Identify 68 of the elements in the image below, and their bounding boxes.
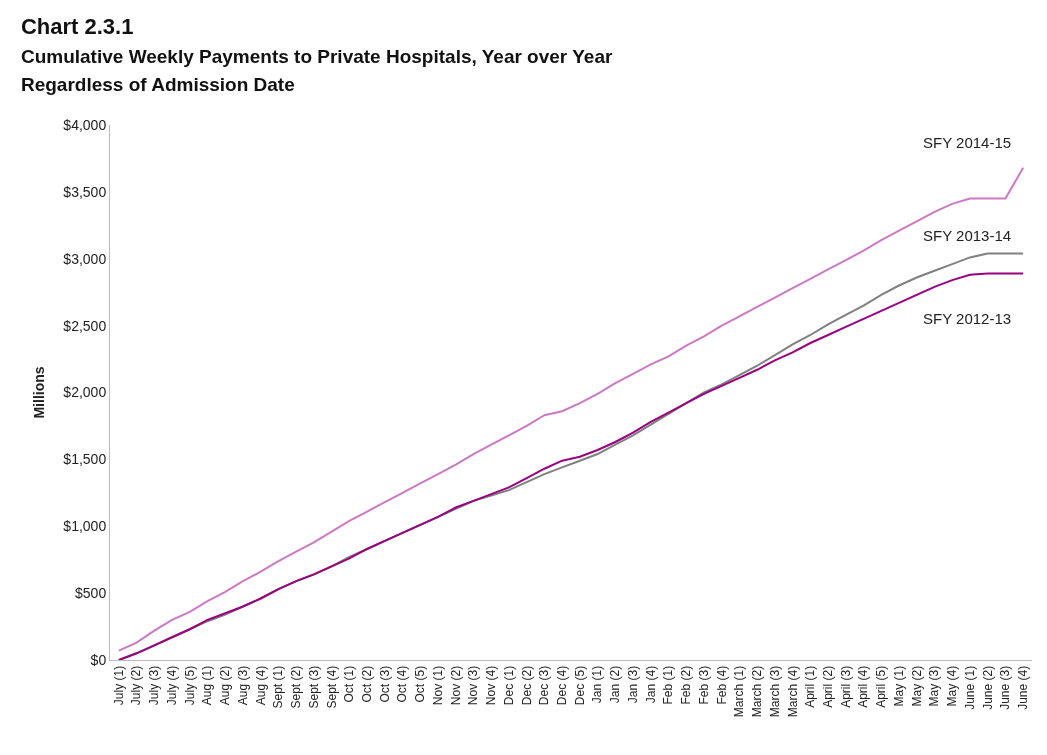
chart-title: Chart 2.3.1 (20, 13, 134, 39)
y-tick-label: $1,000 (63, 518, 107, 535)
x-tick-label: Dec (5) (572, 665, 587, 706)
y-tick-label: $3,000 (63, 250, 107, 267)
x-tick-label: Dec (2) (519, 665, 534, 706)
x-tick-label: Feb (3) (696, 665, 711, 705)
y-axis-title: Millions (30, 366, 47, 419)
x-tick-label: Nov (1) (430, 665, 445, 706)
x-tick-label: April (5) (874, 665, 889, 708)
x-tick-label: March (2) (750, 665, 765, 718)
x-tick-label: July (1) (111, 665, 126, 706)
x-tick-label: Oct (2) (360, 665, 374, 703)
series-label: SFY 2013-14 (923, 227, 1012, 244)
chart-subtitle: Cumulative Weekly Payments to Private Hospitals, Year over Year Regardless of Admission Date (20, 45, 613, 96)
x-tick-label: Dec (1) (501, 665, 516, 706)
y-tick-label: $500 (75, 585, 107, 602)
series-label: SFY 2014-15 (923, 134, 1012, 151)
x-tick-label: July (4) (164, 665, 179, 706)
x-tick-label: Nov (2) (448, 665, 463, 706)
x-tick-label: Dec (4) (555, 665, 570, 706)
x-tick-label: Dec (3) (537, 665, 552, 706)
x-tick-label: May (2) (909, 665, 924, 707)
x-tick-label: Sept (3) (306, 665, 321, 709)
x-tick-label: May (4) (945, 665, 960, 707)
x-tick-label: May (1) (891, 665, 906, 707)
y-tick-label: $2,500 (63, 317, 107, 334)
x-tick-label: Aug (1) (200, 665, 215, 706)
x-tick-label: April (2) (821, 665, 835, 708)
x-tick-label: June (4) (1016, 665, 1031, 710)
x-tick-label: Nov (4) (484, 665, 499, 706)
y-tick-label: $3,500 (63, 183, 107, 200)
x-tick-label: Oct (1) (342, 665, 357, 703)
line-series (117, 166, 1025, 652)
y-tick-label: $2,000 (63, 384, 107, 401)
y-tick-label: $0 (90, 651, 107, 668)
x-tick-label: Sept (2) (289, 665, 304, 709)
x-tick-label: Feb (2) (679, 665, 694, 705)
x-tick-label: Jan (1) (590, 665, 605, 704)
x-tick-label: July (2) (129, 665, 144, 706)
x-tick-label: Sept (1) (271, 665, 286, 709)
x-tick-label: Aug (2) (218, 665, 233, 706)
x-tick-label: July (3) (147, 665, 162, 706)
x-tick-label: March (4) (785, 665, 800, 718)
x-tick-label: June (3) (998, 665, 1013, 710)
x-tick-label: Jan (3) (625, 665, 640, 704)
x-tick-label: Oct (5) (413, 665, 428, 703)
series-label: SFY 2012-13 (923, 310, 1012, 327)
y-tick-label: $4,000 (63, 116, 107, 133)
x-tick-label: Oct (3) (377, 665, 392, 703)
y-tick-label: $1,500 (63, 451, 107, 468)
x-tick-label: Feb (4) (714, 665, 729, 705)
x-tick-label: Jan (4) (643, 665, 658, 704)
x-tick-label: April (1) (803, 665, 818, 708)
x-tick-label: April (3) (838, 665, 853, 708)
x-tick-label: July (5) (182, 665, 197, 706)
x-tick-label: May (3) (927, 665, 942, 707)
x-tick-label: March (3) (767, 665, 782, 718)
x-tick-label: June (1) (962, 665, 977, 710)
x-tick-label: March (1) (732, 665, 747, 718)
x-tick-label: Aug (4) (253, 665, 268, 706)
x-tick-label: Sept (4) (324, 665, 339, 709)
x-tick-label: Oct (4) (395, 665, 410, 703)
x-tick-label: Feb (1) (661, 665, 676, 705)
x-tick-label: June (2) (980, 665, 995, 710)
x-tick-label: Aug (3) (235, 665, 250, 706)
x-tick-label: April (4) (856, 665, 871, 708)
x-tick-label: Jan (2) (608, 665, 623, 704)
x-tick-label: Nov (3) (466, 665, 481, 706)
